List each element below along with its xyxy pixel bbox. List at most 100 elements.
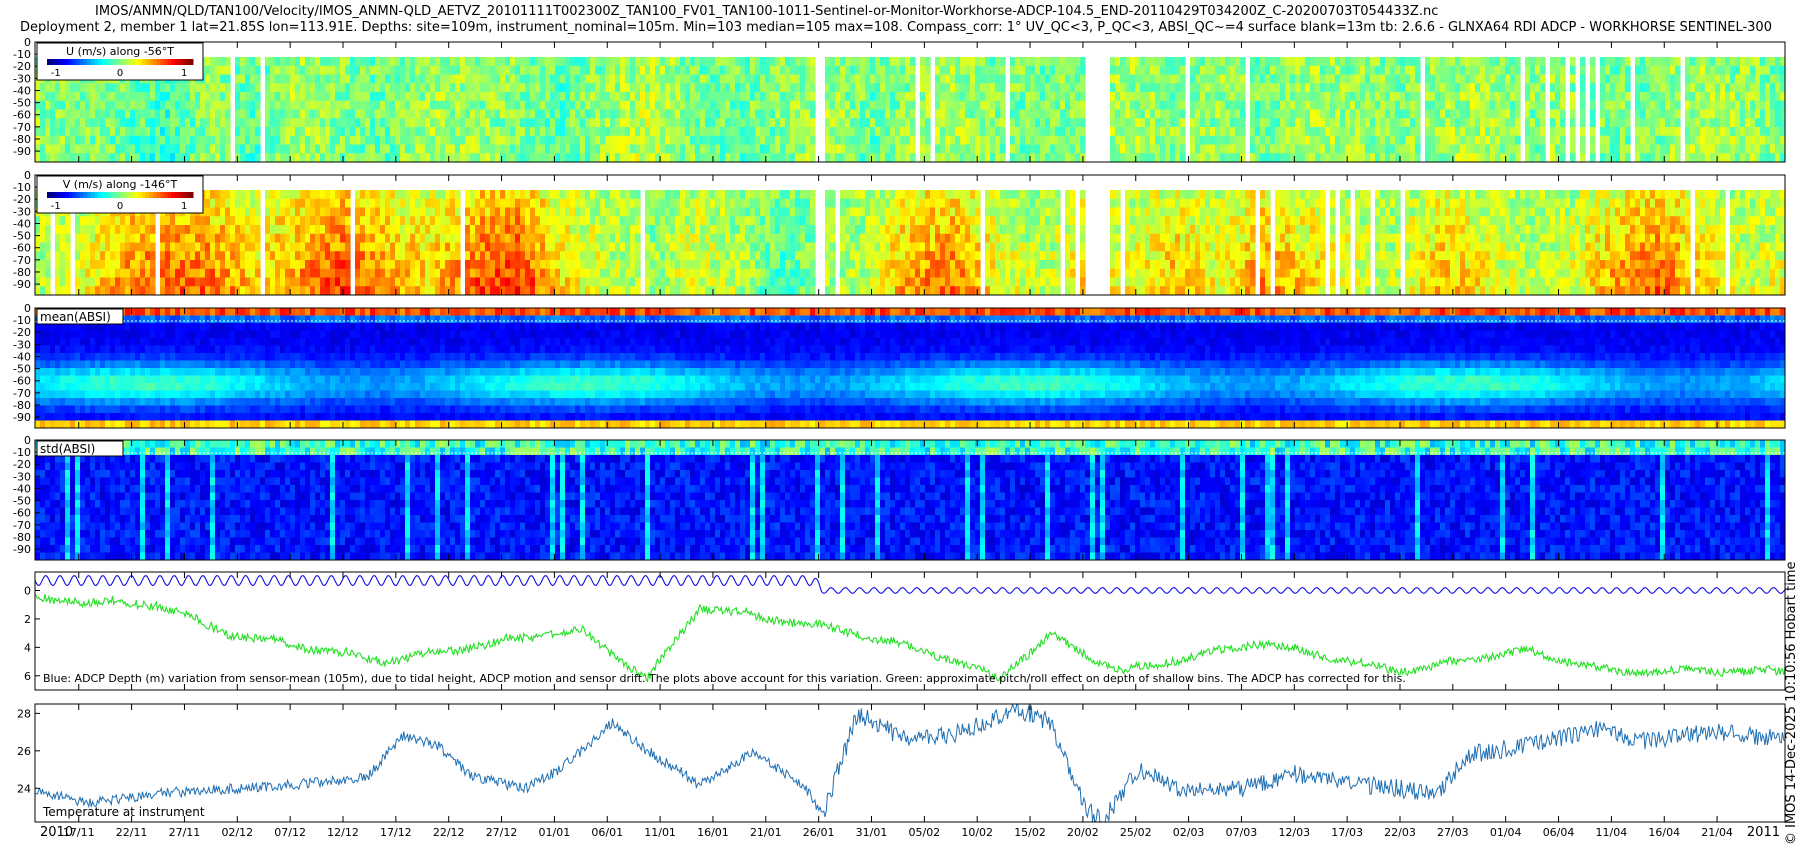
heat-cell: [35, 225, 41, 235]
heat-cell: [1040, 65, 1046, 76]
heat-cell: [1605, 100, 1611, 111]
heat-cell: [1125, 135, 1131, 146]
heat-cell: [560, 74, 566, 84]
heat-cell: [170, 92, 176, 102]
heat-cell: [775, 118, 781, 128]
heat-cell: [505, 109, 511, 119]
heat-cell: [640, 57, 646, 67]
heat-cell: [1120, 92, 1126, 102]
heat-cell: [300, 153, 306, 162]
heat-cell: [890, 135, 896, 146]
heat-cell: [490, 65, 496, 76]
heat-cell: [1695, 118, 1701, 128]
heat-cell: [910, 153, 916, 162]
heat-cell: [210, 109, 216, 119]
heat-cell: [165, 251, 171, 261]
heat-cell: [750, 127, 756, 137]
heat-cell: [545, 100, 551, 111]
heat-cell: [810, 92, 816, 102]
heat-cell: [765, 144, 771, 154]
heat-cell: [695, 118, 701, 128]
heat-cell: [1345, 118, 1351, 128]
heat-cell: [1540, 118, 1546, 128]
heat-cell: [465, 225, 471, 235]
heat-cell: [505, 190, 511, 200]
heat-cell: [180, 268, 186, 279]
heat-cell: [1465, 83, 1471, 93]
heat-cell: [1315, 144, 1321, 154]
heat-cell: [420, 65, 426, 76]
heat-cell: [1650, 100, 1656, 111]
heat-cell: [1770, 109, 1776, 119]
heat-cell: [385, 153, 391, 162]
heat-cell: [480, 57, 486, 67]
heat-cell: [1690, 118, 1696, 128]
heat-cell: [610, 57, 616, 67]
heat-cell: [1750, 144, 1756, 154]
heat-cell: [1765, 74, 1771, 84]
heat-cell: [1425, 109, 1431, 119]
heat-cell: [605, 127, 611, 137]
heat-cell: [45, 118, 51, 128]
heat-cell: [580, 74, 586, 84]
heat-cell: [485, 127, 491, 137]
heat-cell: [1430, 65, 1436, 76]
heat-cell: [130, 153, 136, 162]
heat-cell: [45, 225, 51, 235]
heat-cell: [405, 286, 411, 295]
heat-cell: [1435, 74, 1441, 84]
heat-cell: [425, 190, 431, 200]
heat-cell: [1330, 92, 1336, 102]
heat-cell: [600, 65, 606, 76]
heat-cell: [245, 242, 251, 252]
heat-cell: [1050, 135, 1056, 146]
heat-cell: [280, 92, 286, 102]
heat-cell: [150, 216, 156, 226]
heat-cell: [630, 92, 636, 102]
heat-cell: [830, 118, 836, 128]
heat-cell: [1390, 135, 1396, 146]
heat-cell: [1295, 135, 1301, 146]
heat-cell: [150, 83, 156, 93]
heat-cell: [420, 225, 426, 235]
heat-cell: [1535, 74, 1541, 84]
heat-cell: [425, 118, 431, 128]
heat-cell: [1670, 127, 1676, 137]
heat-cell: [765, 127, 771, 137]
heat-cell: [1295, 127, 1301, 137]
heat-cell: [1045, 127, 1051, 137]
heat-cell: [330, 268, 336, 279]
heat-cell: [750, 92, 756, 102]
heat-cell: [715, 153, 721, 162]
heat-cell: [605, 109, 611, 119]
heat-cell: [1065, 109, 1071, 119]
heat-cell: [755, 153, 761, 162]
heat-cell: [715, 92, 721, 102]
heat-cell: [40, 153, 46, 162]
heat-cell: [970, 109, 976, 119]
heat-cell: [1645, 118, 1651, 128]
heat-cell: [455, 242, 461, 252]
heat-cell: [875, 83, 881, 93]
heat-cell: [285, 135, 291, 146]
heat-cell: [1035, 118, 1041, 128]
heat-cell: [55, 242, 61, 252]
heat-cell: [135, 135, 141, 146]
heat-cell: [460, 109, 466, 119]
heat-cell: [145, 83, 151, 93]
heat-cell: [545, 153, 551, 162]
heat-cell: [510, 198, 516, 209]
heat-cell: [450, 109, 456, 119]
heat-cell: [145, 242, 151, 252]
heat-cell: [270, 144, 276, 154]
heat-cell: [1525, 100, 1531, 111]
heat-cell: [435, 216, 441, 226]
heat-cell: [505, 92, 511, 102]
heat-cell: [1750, 135, 1756, 146]
heat-cell: [625, 118, 631, 128]
heat-cell: [655, 92, 661, 102]
heat-cell: [565, 65, 571, 76]
heat-cell: [790, 144, 796, 154]
heat-cell: [465, 92, 471, 102]
heat-cell: [1515, 153, 1521, 162]
